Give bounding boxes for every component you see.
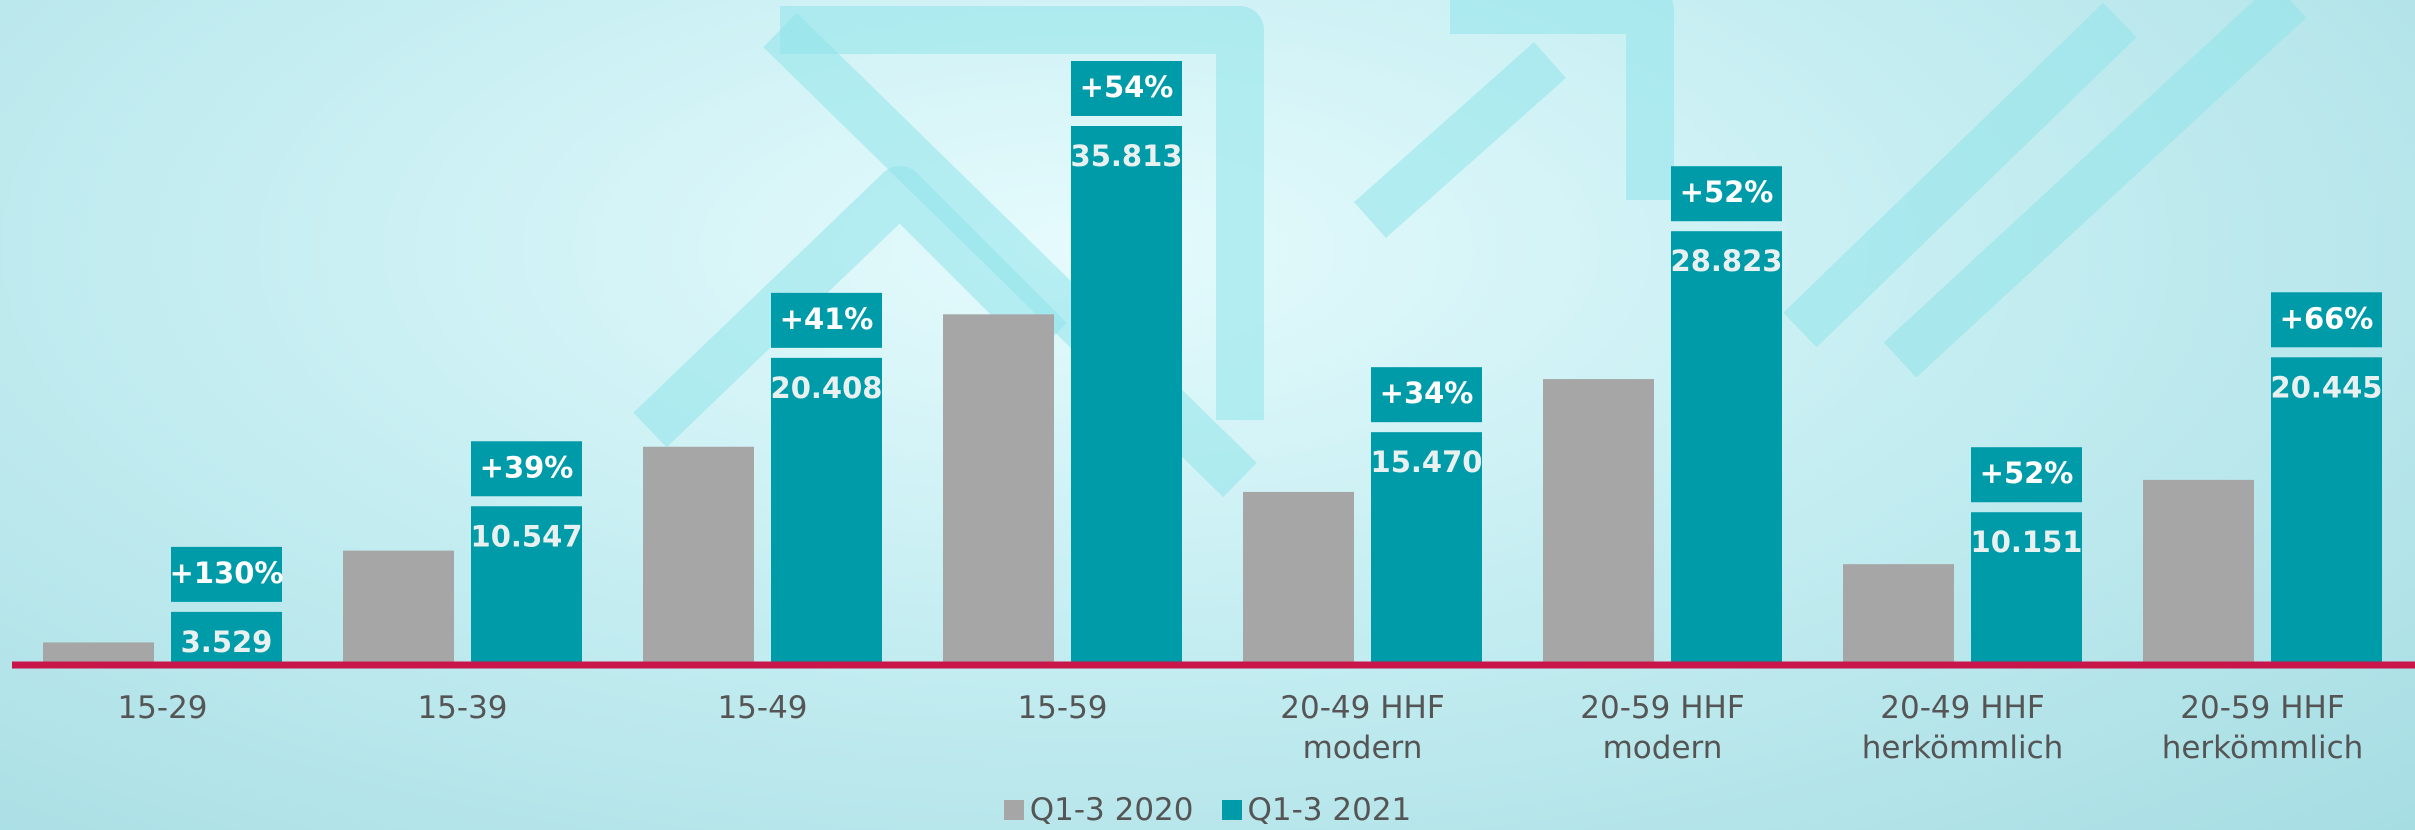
legend: Q1-3 2020 Q1-3 2021 [0,792,2415,828]
legend-swatch [1003,800,1024,820]
value-label: 20.445 [2271,370,2383,404]
bar [1843,564,1954,665]
bar [1971,512,2082,665]
change-label: +66% [2280,301,2374,335]
value-label: 10.547 [471,519,583,553]
x-tick-label: 15-39 [417,690,508,726]
x-tick-label: 20-59 HHF modern [1580,690,1745,766]
value-label: 35.813 [1071,139,1183,173]
legend-label: Q1-3 2021 [1247,792,1412,828]
bar [1543,379,1654,665]
bar [471,506,582,665]
value-label: 10.151 [1971,525,2083,559]
change-label-box [2271,292,2382,348]
change-label: +130% [170,556,284,590]
change-label-box [1371,367,1482,423]
bar [1671,231,1782,665]
legend-swatch [1221,800,1242,820]
change-label: +52% [1980,456,2074,490]
change-label-box [1971,447,2082,503]
legend-label: Q1-3 2020 [1029,792,1194,828]
x-tick-label: 15-29 [117,690,208,726]
value-label: 20.408 [771,371,883,405]
legend-item: Q1-3 2021 [1221,792,1412,828]
x-tick-label: 20-59 HHF herkömmlich [2161,690,2364,766]
change-label: +54% [1080,70,1174,104]
bar [1071,126,1182,665]
bar [643,446,754,665]
change-label-box [171,546,282,602]
change-label: +39% [480,450,574,484]
bar [1371,432,1482,665]
bar [943,314,1054,665]
value-label: 28.823 [1671,244,1783,278]
bar [1243,491,1354,665]
bar [43,642,154,665]
bar [771,357,882,665]
change-label: +34% [1380,376,1474,410]
bar [171,611,282,665]
value-label: 3.529 [181,625,273,659]
change-label-box [471,441,582,497]
change-label-box [1671,166,1782,222]
change-label-box [771,292,882,348]
x-tick-label: 15-59 [1017,690,1108,726]
x-tick-label: 20-49 HHF modern [1280,690,1445,766]
change-label-box [1071,61,1182,116]
bar [2271,357,2382,665]
x-tick-label: 20-49 HHF herkömmlich [1861,690,2064,766]
value-label: 15.470 [1371,445,1483,479]
bar [343,550,454,665]
bar [2143,479,2254,665]
change-label: +52% [1680,175,1774,209]
x-tick-label: 15-49 [717,690,808,726]
legend-item: Q1-3 2020 [1003,792,1194,828]
change-label: +41% [780,302,874,336]
